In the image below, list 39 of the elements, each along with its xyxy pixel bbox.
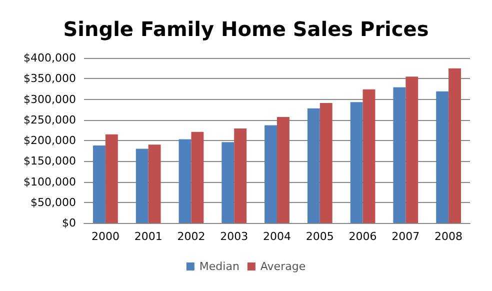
x-tick-label: 2000	[91, 230, 120, 243]
y-tick-label: $0	[62, 216, 76, 230]
bar	[448, 68, 461, 223]
y-tick-label: $400,000	[24, 52, 76, 64]
chart-title: Single Family Home Sales Prices	[63, 17, 429, 41]
bar	[264, 125, 277, 223]
y-tick-label: $350,000	[24, 72, 76, 86]
y-tick-label: $200,000	[24, 134, 76, 147]
bar	[277, 116, 290, 223]
x-tick-label: 2002	[177, 230, 206, 243]
y-tick-label: $300,000	[24, 92, 76, 106]
x-tick-label: 2007	[392, 230, 420, 243]
x-tick-label: 2001	[134, 230, 162, 243]
bar	[191, 132, 204, 223]
bar	[362, 89, 376, 223]
x-tick-label: 2008	[434, 230, 463, 243]
x-tick-label: 2003	[220, 230, 248, 243]
bar	[234, 128, 247, 223]
bar	[105, 134, 118, 223]
bar	[148, 144, 161, 223]
y-tick-label: $250,000	[24, 113, 76, 126]
bar	[406, 76, 418, 223]
bar	[393, 87, 406, 223]
x-tick-label: 2006	[348, 230, 377, 243]
bar	[178, 139, 192, 223]
y-tick-label: $50,000	[30, 196, 76, 209]
bar	[320, 102, 332, 223]
x-tick-label: 2005	[306, 230, 334, 243]
y-tick-label: $150,000	[24, 154, 76, 168]
bar	[222, 142, 234, 223]
legend-label: Average	[260, 260, 306, 273]
legend-label: Median	[199, 260, 240, 273]
bar	[350, 102, 363, 223]
bar	[307, 108, 320, 223]
bar	[136, 148, 148, 223]
y-tick-label: $100,000	[24, 175, 76, 188]
bar	[436, 91, 449, 223]
bar	[93, 145, 106, 223]
x-tick-label: 2004	[263, 230, 291, 243]
